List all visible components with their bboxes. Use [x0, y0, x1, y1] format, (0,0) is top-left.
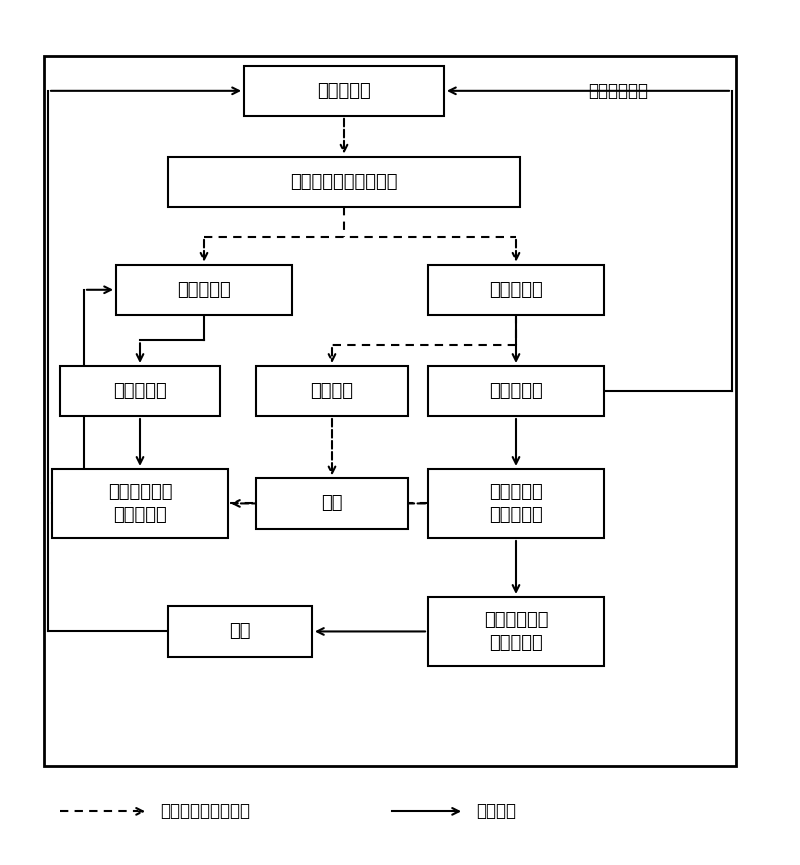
Text: 碾磨: 碾磨	[230, 623, 250, 640]
Text: 第一段干化: 第一段干化	[177, 281, 231, 298]
Text: 除尘除气: 除尘除气	[310, 382, 354, 400]
Text: 烟囱: 烟囱	[322, 495, 342, 512]
Bar	[244, 66, 444, 116]
Bar	[428, 469, 604, 538]
Text: 第二段干化: 第二段干化	[489, 281, 543, 298]
Bar	[44, 56, 736, 766]
Text: 污泥流程: 污泥流程	[476, 803, 516, 820]
Text: 烟气和释放气体流程: 烟气和释放气体流程	[160, 803, 250, 820]
Bar	[428, 265, 604, 315]
Text: 与石灰质原料
混合成生料: 与石灰质原料 混合成生料	[484, 611, 548, 652]
Text: 燃煤辅助燃料: 燃煤辅助燃料	[588, 82, 648, 99]
Bar	[60, 366, 220, 416]
Bar	[168, 606, 312, 657]
Bar	[168, 157, 520, 207]
Text: 污泥成品库: 污泥成品库	[489, 382, 543, 400]
Bar	[428, 597, 604, 666]
Bar	[428, 366, 604, 416]
Bar	[116, 265, 292, 315]
Bar	[52, 469, 228, 538]
Text: 污泥储存库: 污泥储存库	[113, 382, 167, 400]
Text: 水泥回转窑: 水泥回转窑	[317, 82, 371, 99]
Text: 生物土壤滤床
或生物滤池: 生物土壤滤床 或生物滤池	[108, 483, 172, 524]
Text: 窑尾余热发电排放烟气: 窑尾余热发电排放烟气	[290, 173, 398, 190]
Bar	[256, 478, 408, 529]
Text: 污泥与粘土
质原料混合: 污泥与粘土 质原料混合	[489, 483, 543, 524]
Bar	[256, 366, 408, 416]
